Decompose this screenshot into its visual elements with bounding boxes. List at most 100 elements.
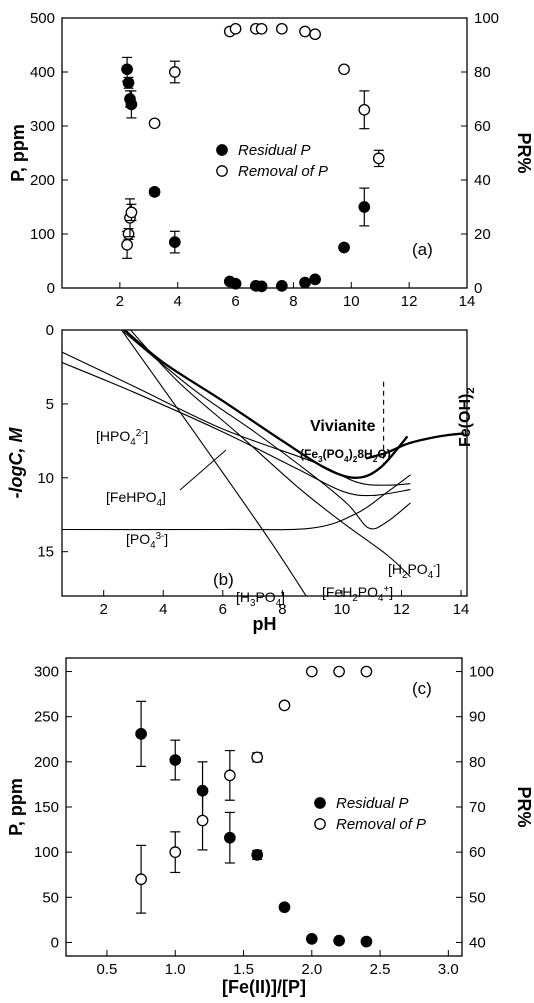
- residual-p-point: [121, 63, 133, 76]
- removal-p-point: [309, 28, 321, 41]
- y-tick-label: 500: [30, 10, 55, 27]
- label-h2po4-part: [H: [388, 561, 402, 577]
- legend-marker: [314, 797, 326, 809]
- x-tick-label: 3.0: [438, 961, 459, 978]
- removal-p-point: [299, 25, 311, 38]
- plot-frame-b: [61, 329, 468, 597]
- x-axis-label: [Fe(II)]/[P]: [222, 977, 306, 997]
- legend-marker: [314, 818, 326, 830]
- removal-p-point: [122, 228, 135, 240]
- y2-tick-label: 60: [469, 844, 486, 861]
- label-fehpo4-part: ]: [162, 489, 166, 505]
- y2-tick-label: 0: [474, 280, 482, 297]
- label-vivianite-formula-part: 2: [373, 454, 378, 464]
- label-feh2po4-part: +: [383, 584, 389, 595]
- x-tick-label: 1.0: [165, 961, 186, 978]
- label-vivianite-formula-part: (PO: [323, 447, 344, 461]
- y-axis-label: P, ppm: [8, 124, 28, 182]
- y2-tick-label: 80: [469, 754, 486, 771]
- x-tick-label: 2: [100, 601, 108, 618]
- legend-marker: [216, 165, 228, 177]
- y-tick-label: 0: [51, 934, 59, 951]
- y-tick-label: 15: [37, 544, 54, 561]
- y2-tick-label: 60: [474, 118, 491, 135]
- label-h2po4-part: -: [433, 561, 436, 572]
- label-feoh2-part: Fe(OH): [457, 394, 474, 447]
- residual-p-point: [338, 241, 350, 254]
- label-feh2po4-part: [FeH: [322, 584, 352, 600]
- legend-label: Removal of P: [336, 816, 426, 833]
- label-h3po4-part: [H: [236, 589, 250, 605]
- removal-p-point: [276, 22, 288, 35]
- x-tick-label: 4: [159, 601, 167, 618]
- y-tick-label: 5: [46, 396, 54, 413]
- x-tick-label: 0.5: [97, 961, 118, 978]
- y-tick-label: 200: [30, 172, 55, 189]
- residual-p-point: [276, 279, 288, 292]
- label-hpo4: [HPO42-]: [96, 428, 148, 448]
- removal-p-point: [121, 238, 133, 251]
- residual-p-point: [358, 201, 371, 213]
- removal-p-point: [255, 22, 268, 35]
- y2-tick-label: 50: [469, 889, 486, 906]
- species-line-feoh2: [365, 432, 465, 460]
- removal-p-point: [358, 103, 371, 116]
- label-feoh2: Fe(OH)2: [457, 387, 477, 447]
- removal-p-point: [333, 665, 345, 678]
- residual-p-point: [333, 934, 345, 947]
- residual-p-point: [168, 236, 181, 248]
- panel-label: (b): [213, 570, 234, 589]
- label-feh2po4-part: PO: [358, 584, 378, 600]
- x-tick-label: 2.0: [301, 961, 322, 978]
- label-h2po4: [H2PO4-]: [388, 561, 440, 581]
- label-fehpo4-part: 4: [157, 498, 163, 509]
- residual-p-point: [255, 280, 268, 293]
- removal-p-point: [338, 63, 350, 76]
- residual-p-point: [360, 935, 373, 948]
- label-feh2po4-part: 4: [378, 593, 384, 604]
- label-po4-part: ]: [164, 531, 168, 547]
- removal-p-point: [251, 751, 264, 764]
- label-feoh2-part: 2: [465, 387, 477, 393]
- residual-p-point: [224, 831, 236, 844]
- y2-axis-label: PR%: [514, 132, 534, 173]
- y2-axis-label: PR%: [514, 786, 534, 827]
- y2-tick-label: 40: [474, 172, 491, 189]
- label-fehpo4: [FeHPO4]: [106, 489, 166, 509]
- species-line-feh2po4: [130, 330, 411, 578]
- label-po4-part: 3-: [156, 531, 165, 542]
- x-tick-label: 12: [401, 293, 418, 310]
- label-hpo4-part: 4: [130, 437, 136, 448]
- removal-p-point: [169, 846, 182, 859]
- residual-p-point: [305, 932, 318, 945]
- label-vivianite-formula-part: (Fe: [300, 447, 318, 461]
- residual-p-point: [278, 901, 291, 914]
- x-tick-label: 10: [343, 293, 360, 310]
- y-tick-label: 300: [30, 118, 55, 135]
- y2-tick-label: 20: [474, 226, 491, 243]
- y-tick-label: 10: [37, 470, 54, 487]
- y-tick-label: 100: [30, 226, 55, 243]
- x-axis-label: pH: [253, 614, 277, 634]
- label-h3po4-part: ]: [281, 589, 285, 605]
- legend-label: Removal of P: [238, 163, 328, 180]
- y-tick-label: 300: [34, 664, 59, 681]
- y-tick-label: 0: [47, 280, 55, 297]
- removal-p-point: [372, 152, 385, 165]
- y-tick-label: 100: [34, 844, 59, 861]
- label-po4-part: [PO: [126, 531, 150, 547]
- label-fehpo4-part: [FeHPO: [106, 489, 157, 505]
- species-line-h3po4: [121, 330, 307, 596]
- y2-tick-label: 100: [469, 664, 494, 681]
- removal-p-point: [278, 699, 291, 712]
- label-vivianite-formula-part: O): [377, 447, 390, 461]
- label-vivianite-formula-part: ): [349, 447, 353, 461]
- panel-label: (a): [412, 240, 433, 259]
- label-po4-part: 4: [150, 540, 156, 551]
- y-tick-label: 250: [34, 709, 59, 726]
- label-po4: [PO43-]: [126, 531, 168, 551]
- label-h2po4-part: 4: [428, 570, 434, 581]
- x-tick-label: 10: [334, 601, 351, 618]
- label-h2po4-part: ]: [436, 561, 440, 577]
